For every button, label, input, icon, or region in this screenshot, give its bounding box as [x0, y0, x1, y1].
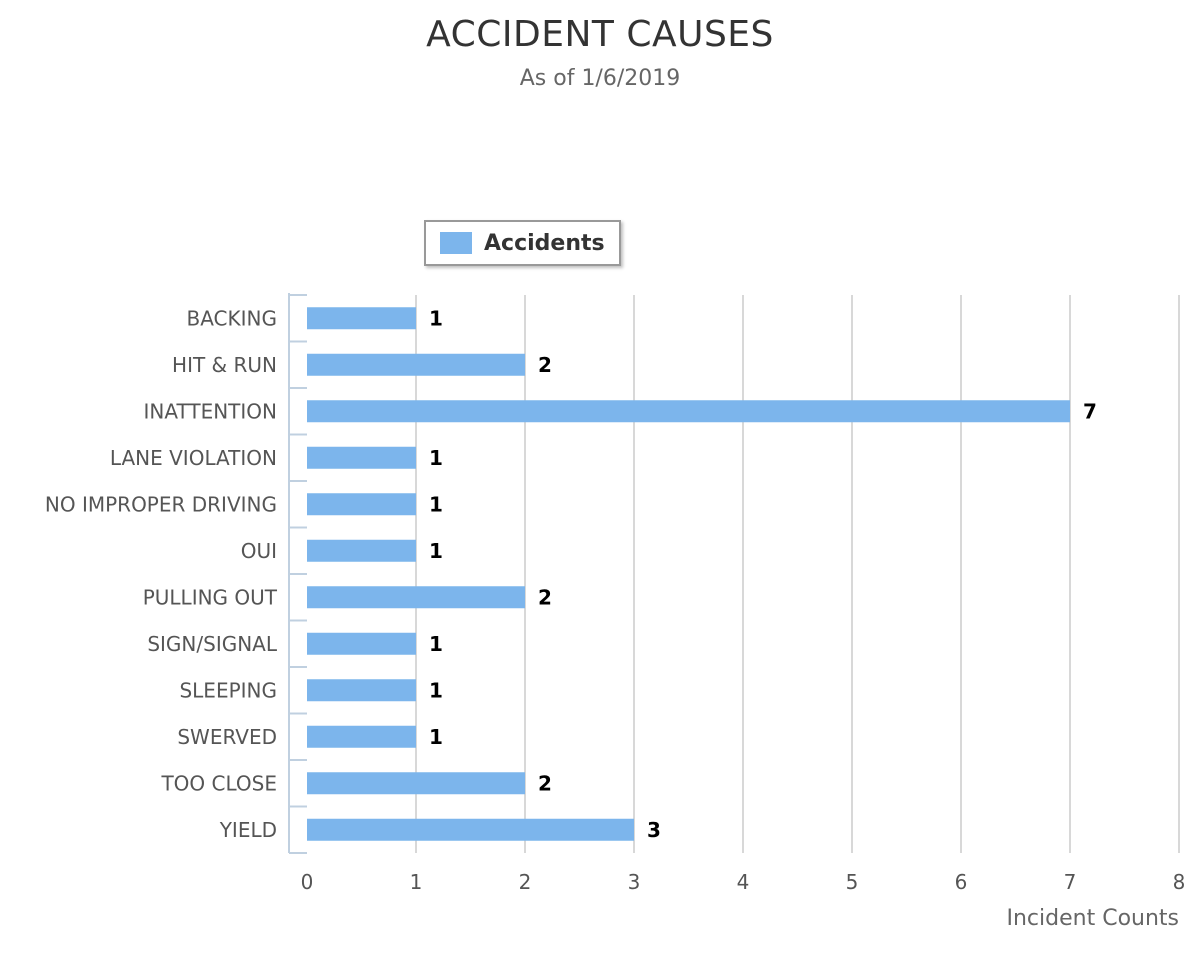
x-tick-label: 2: [519, 870, 532, 894]
category-label: YIELD: [219, 818, 277, 842]
x-tick-label: 1: [410, 870, 423, 894]
category-label: SIGN/SIGNAL: [147, 632, 278, 656]
category-labels: BACKING HIT & RUN INATTENTION LANE VIOLATIO…: [45, 306, 278, 842]
bar: [307, 725, 416, 748]
x-tick-label: 3: [628, 870, 641, 894]
x-tick-label: 8: [1173, 870, 1186, 894]
data-label: 1: [429, 725, 443, 749]
x-tick-label: 6: [955, 870, 968, 894]
bar: [307, 679, 416, 702]
data-label: 2: [538, 585, 552, 609]
bar: [307, 539, 416, 562]
legend[interactable]: Accidents: [424, 220, 621, 266]
data-label: 2: [538, 353, 552, 377]
category-label: LANE VIOLATION: [110, 446, 277, 470]
bar: [307, 400, 1070, 423]
bar: [307, 307, 416, 330]
grid-lines: [415, 295, 1180, 853]
category-label: PULLING OUT: [143, 585, 278, 609]
data-label: 1: [429, 539, 443, 563]
x-axis-tick-labels: 0 1 2 3 4 5 6 7 8: [301, 870, 1186, 894]
bar: [307, 446, 416, 469]
chart-title: ACCIDENT CAUSES: [426, 14, 774, 55]
data-label: 3: [647, 818, 661, 842]
bar: [307, 586, 525, 609]
bar: [307, 772, 525, 795]
x-tick-label: 0: [301, 870, 314, 894]
category-label: NO IMPROPER DRIVING: [45, 492, 277, 516]
x-tick-label: 5: [846, 870, 859, 894]
category-label: INATTENTION: [144, 399, 278, 423]
category-label: SLEEPING: [179, 678, 277, 702]
legend-label: Accidents: [484, 230, 605, 256]
data-label: 1: [429, 446, 443, 470]
bar: [307, 632, 416, 655]
category-label: HIT & RUN: [172, 353, 277, 377]
category-label: TOO CLOSE: [160, 771, 277, 795]
x-axis-title: Incident Counts: [1007, 906, 1180, 931]
x-tick-label: 7: [1064, 870, 1077, 894]
legend-swatch: [440, 232, 472, 254]
x-tick-label: 4: [737, 870, 750, 894]
category-label: OUI: [241, 539, 277, 563]
category-label: BACKING: [187, 306, 278, 330]
data-label: 1: [429, 632, 443, 656]
data-label: 1: [429, 306, 443, 330]
bar: [307, 818, 634, 841]
data-label: 2: [538, 771, 552, 795]
bar: [307, 493, 416, 516]
data-label: 7: [1083, 399, 1097, 423]
y-axis: [288, 293, 307, 854]
bars: [307, 307, 1070, 841]
chart-subtitle: As of 1/6/2019: [519, 66, 681, 91]
data-labels: 1 2 7 1 1 1 2 1 1 1 2 3: [429, 306, 1097, 842]
data-label: 1: [429, 678, 443, 702]
bar: [307, 353, 525, 376]
category-label: SWERVED: [177, 725, 277, 749]
data-label: 1: [429, 492, 443, 516]
